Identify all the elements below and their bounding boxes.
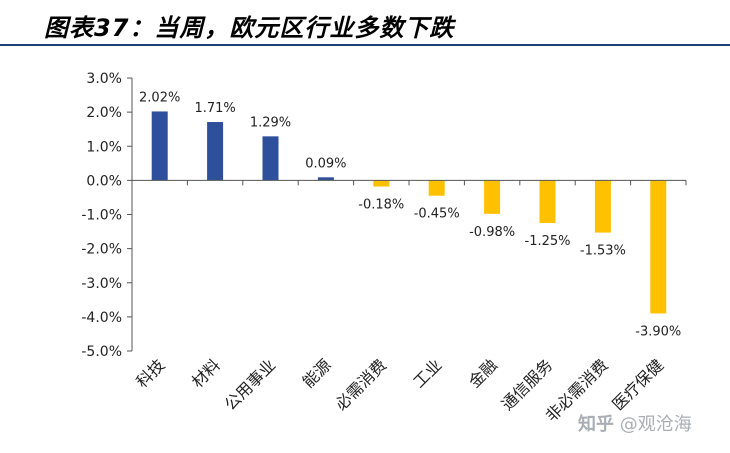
y-tick-label: -2.0% xyxy=(81,242,122,258)
watermark-logo: 知乎 xyxy=(578,414,614,435)
y-tick-label: -4.0% xyxy=(81,310,122,326)
chart-title: 图表37：当周，欧元区行业多数下跌 xyxy=(44,14,455,42)
bar xyxy=(373,180,390,187)
data-label: -1.53% xyxy=(580,244,626,259)
category-label: 医疗保健 xyxy=(608,355,667,414)
watermark: 知乎 @观沧海 xyxy=(578,410,692,436)
bar xyxy=(262,136,279,181)
data-labels: 2.02% 1.71% 1.29% 0.09% -0.18% -0.45% -0.98% -1… xyxy=(139,90,681,339)
title-bar: 图表37：当周，欧元区行业多数下跌 xyxy=(0,0,730,46)
category-label: 科技 xyxy=(132,355,168,391)
x-axis xyxy=(131,179,687,186)
y-tick-label: 1.0% xyxy=(86,139,122,155)
data-label: -0.18% xyxy=(358,198,404,213)
y-tick-label: -3.0% xyxy=(81,276,122,292)
y-tick-label: 0.0% xyxy=(86,173,122,189)
bar xyxy=(317,177,334,181)
category-label: 金融 xyxy=(465,355,501,391)
category-label: 能源 xyxy=(299,355,335,391)
y-tick-label: -1.0% xyxy=(81,208,122,224)
bar xyxy=(594,180,611,233)
title-underline xyxy=(0,44,730,46)
data-label: 1.29% xyxy=(250,115,291,130)
y-tick-label: 2.0% xyxy=(86,105,122,121)
bar xyxy=(650,180,667,314)
data-label: -3.90% xyxy=(635,324,681,339)
data-label: -1.25% xyxy=(525,234,571,249)
data-label: 0.09% xyxy=(305,156,346,171)
bar xyxy=(428,180,445,196)
category-label: 必需消费 xyxy=(331,355,390,414)
bar xyxy=(151,111,168,181)
watermark-text: @观沧海 xyxy=(619,414,692,435)
bar xyxy=(207,122,224,181)
data-label: -0.98% xyxy=(469,225,515,240)
data-label: 1.71% xyxy=(194,101,235,116)
data-label: -0.45% xyxy=(414,207,460,222)
y-axis: 3.0% 2.0% 1.0% 0.0% -1.0% -2.0% -3.0% -4.0% -5.0… xyxy=(81,71,133,360)
data-label: 2.02% xyxy=(139,90,180,105)
bar xyxy=(484,180,501,214)
category-label: 材料 xyxy=(188,355,224,391)
category-label: 工业 xyxy=(409,355,445,391)
y-tick-label: 3.0% xyxy=(86,71,122,87)
bar xyxy=(539,180,556,224)
category-label: 公用事业 xyxy=(221,355,280,414)
y-tick-label: -5.0% xyxy=(81,344,122,360)
bar-series xyxy=(151,111,667,314)
